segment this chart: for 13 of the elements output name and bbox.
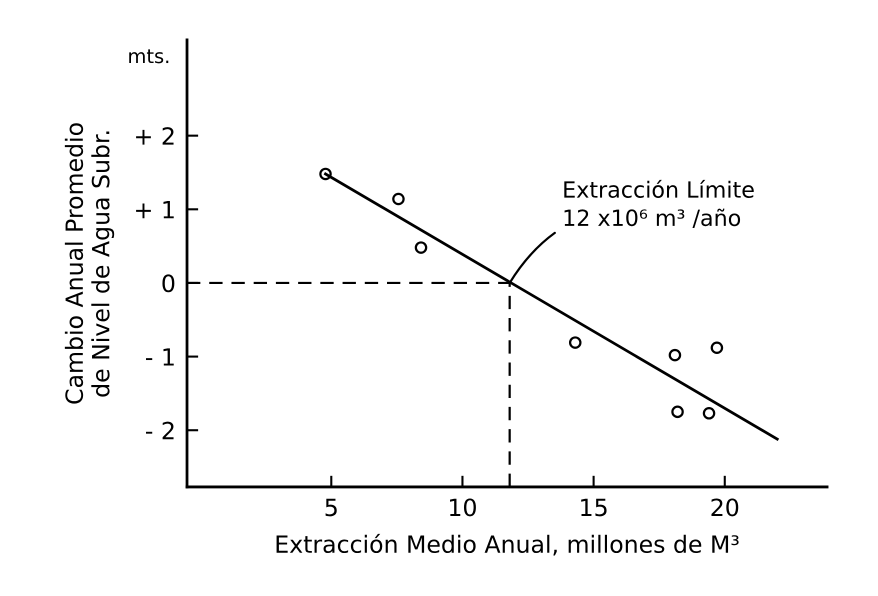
y-axis-title: Cambio Anual Promedio de Nivel de Agua Subr.	[64, 123, 114, 404]
y-tick-label: + 2	[136, 127, 174, 145]
x-axis-title: Extracción Medio Anual, millones de M³	[276, 534, 739, 556]
y-tick-label: + 1	[136, 201, 174, 218]
y-tick-label: - 1	[146, 348, 174, 366]
x-tick-label: 20	[711, 498, 738, 516]
x-tick-label: 15	[581, 498, 607, 516]
annotation: Extracción Límite 12 x10⁶ m³ /año	[564, 180, 754, 228]
y-tick-label: 0	[162, 274, 174, 292]
x-tick-label: 10	[450, 498, 476, 516]
text: mts.	[129, 49, 168, 64]
x-tick-label: 5	[326, 498, 337, 516]
y-tick-label: - 2	[146, 422, 174, 440]
